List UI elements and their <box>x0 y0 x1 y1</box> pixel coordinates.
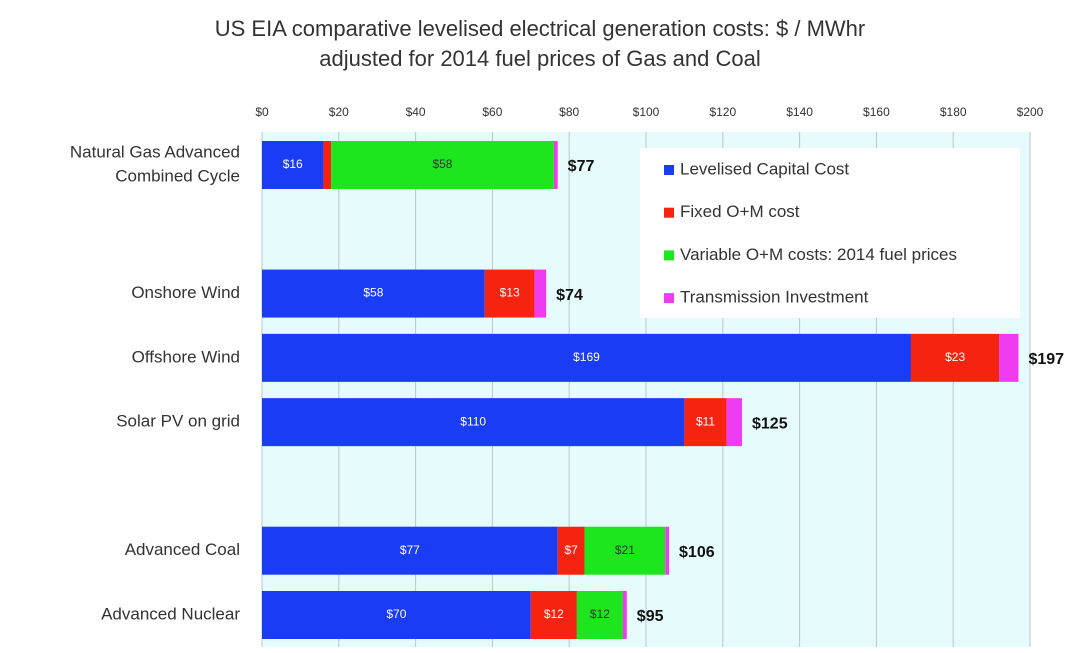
segment-label: $13 <box>500 286 520 300</box>
x-tick-label: $120 <box>709 105 736 119</box>
chart-title: adjusted for 2014 fuel prices of Gas and… <box>319 46 761 71</box>
total-label: $95 <box>637 608 664 625</box>
x-tick-label: $20 <box>329 105 349 119</box>
x-tick-label: $0 <box>255 105 269 119</box>
bar-segment <box>684 398 727 447</box>
bar-segment <box>262 141 324 189</box>
total-label: $77 <box>568 158 595 175</box>
legend-label: Transmission Investment <box>680 288 869 307</box>
x-tick-label: $80 <box>559 105 579 119</box>
legend-label: Levelised Capital Cost <box>680 159 849 178</box>
segment-label: $12 <box>590 607 610 621</box>
category-label: Combined Cycle <box>115 166 240 185</box>
bar-segment <box>530 591 577 639</box>
legend <box>640 148 1020 318</box>
category-label: Advanced Nuclear <box>101 604 240 623</box>
category-label: Advanced Coal <box>125 540 240 559</box>
segment-label: $77 <box>400 543 420 557</box>
x-tick-label: $180 <box>940 105 967 119</box>
bar-segment <box>665 526 670 575</box>
legend-label: Fixed O+M cost <box>680 202 800 221</box>
legend-swatch <box>664 293 674 304</box>
segment-label: $11 <box>696 414 715 428</box>
segment-label: $70 <box>386 607 406 621</box>
x-tick-label: $200 <box>1017 105 1044 119</box>
segment-label: $12 <box>544 607 564 621</box>
segment-label: $110 <box>460 414 486 428</box>
bar-segment <box>553 141 558 189</box>
total-label: $74 <box>556 287 583 304</box>
chart-title: US EIA comparative levelised electrical … <box>215 16 866 41</box>
bar-segment <box>262 591 531 639</box>
total-label: $197 <box>1028 351 1064 368</box>
bar-segment <box>726 398 742 447</box>
bar-segment <box>557 526 585 575</box>
legend-swatch <box>664 250 674 261</box>
x-tick-label: $100 <box>633 105 660 119</box>
bar-segment <box>484 269 535 318</box>
segment-label: $58 <box>363 286 383 300</box>
bar-segment <box>331 141 554 189</box>
segment-label: $23 <box>945 350 965 364</box>
category-label: Natural Gas Advanced <box>70 142 240 161</box>
x-tick-label: $40 <box>406 105 426 119</box>
bar-segment <box>999 333 1019 382</box>
legend-swatch <box>664 207 674 218</box>
bar-segment <box>323 141 332 189</box>
segment-label: $21 <box>615 543 635 557</box>
total-label: $125 <box>752 415 788 432</box>
bar-segment <box>910 333 1000 382</box>
bar-segment <box>622 591 627 639</box>
category-label: Solar PV on grid <box>116 412 240 431</box>
bar-segment <box>262 269 485 318</box>
legend-label: Variable O+M costs: 2014 fuel prices <box>680 245 957 264</box>
segment-label: $58 <box>432 157 452 171</box>
total-label: $106 <box>679 544 715 561</box>
segment-label: $7 <box>564 543 578 557</box>
bar-segment <box>262 398 685 447</box>
category-label: Offshore Wind <box>132 347 240 366</box>
category-label: Onshore Wind <box>131 283 240 302</box>
bar-segment <box>576 591 623 639</box>
x-tick-label: $60 <box>482 105 502 119</box>
bar-segment <box>262 526 558 575</box>
x-tick-label: $140 <box>786 105 813 119</box>
bar-segment <box>262 333 911 382</box>
segment-label: $169 <box>573 350 600 364</box>
segment-label: $16 <box>283 157 303 171</box>
bar-segment <box>584 526 666 575</box>
bar-segment <box>534 269 547 318</box>
x-tick-label: $160 <box>863 105 890 119</box>
legend-swatch <box>664 165 674 175</box>
